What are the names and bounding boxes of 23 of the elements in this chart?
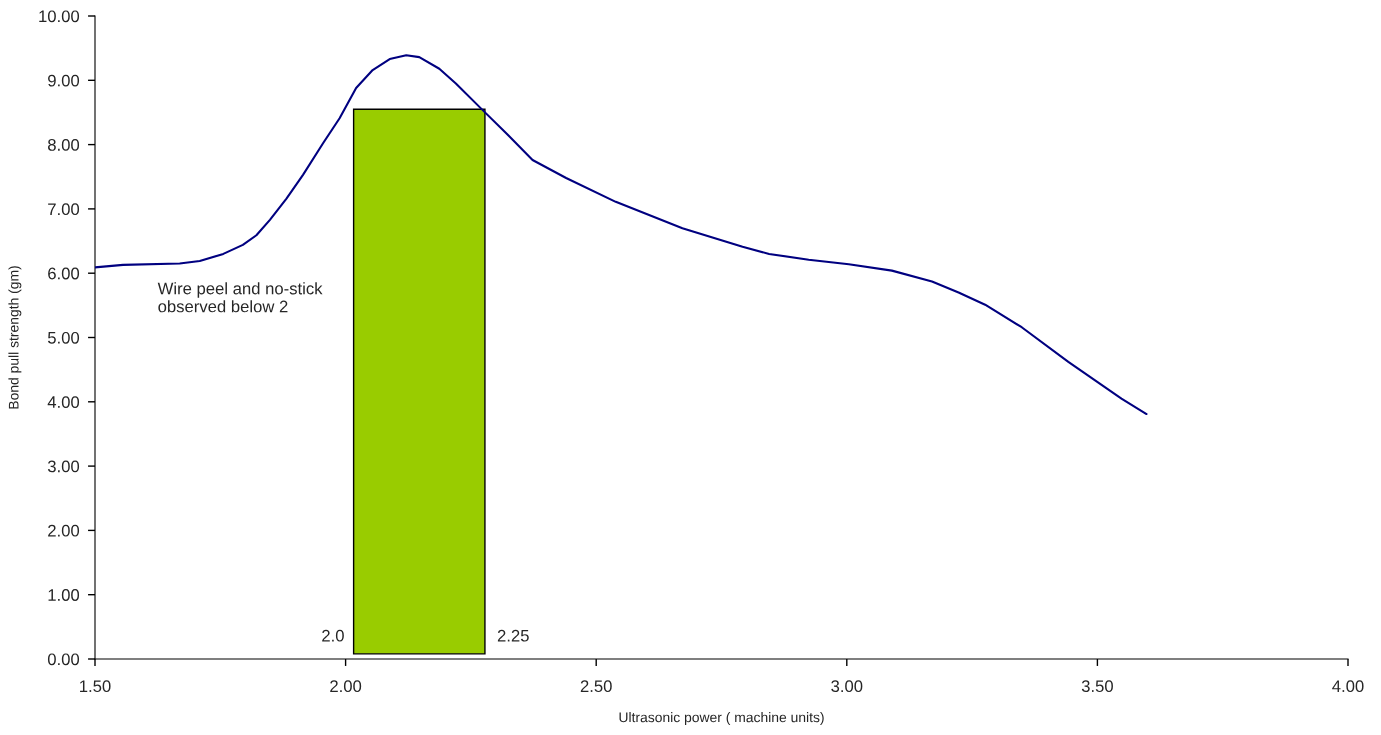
x-axis-title: Ultrasonic power ( machine units): [619, 712, 824, 725]
x-tick-label: 2.00: [330, 680, 362, 693]
y-tick-label: 5.00: [47, 331, 80, 344]
annotation: Wire peel and no-stick observed below 2: [157, 282, 323, 313]
y-tick-label: 9.00: [48, 74, 80, 87]
y-tick-label: 7.00: [48, 203, 80, 216]
annotation: 2.25: [497, 629, 529, 642]
y-tick-label: 1.00: [48, 589, 80, 601]
x-tick-label: 3.50: [1081, 680, 1113, 693]
y-axis-title: Bond pull strength (gm): [8, 266, 22, 409]
x-tick-label: 1.50: [80, 680, 111, 693]
annotation: 2.0: [322, 629, 344, 642]
line-series: [95, 54, 1148, 416]
y-tick-label: 0.00: [47, 653, 80, 666]
x-tick-label: 3.00: [831, 680, 863, 693]
y-tick-label: 2.00: [48, 524, 80, 537]
y-tick-label: 6.00: [48, 267, 80, 280]
y-tick-label: 3.00: [47, 460, 80, 473]
x-tick-label: 2.50: [580, 680, 612, 693]
y-tick-label: 10.00: [39, 10, 80, 23]
x-tick-label: 4.00: [1332, 680, 1364, 693]
y-tick-label: 4.00: [47, 396, 80, 408]
y-tick-label: 8.00: [48, 139, 80, 151]
